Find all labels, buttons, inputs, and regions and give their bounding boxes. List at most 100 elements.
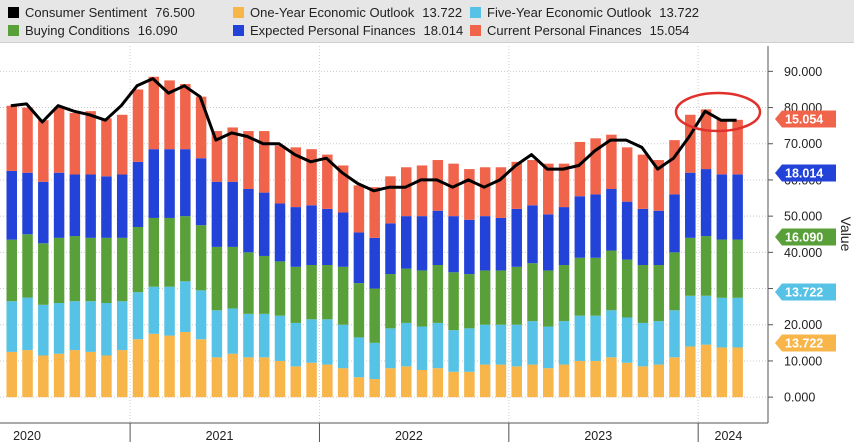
bar-segment bbox=[511, 161, 522, 209]
bar-segment bbox=[637, 322, 649, 367]
bar-segment bbox=[558, 364, 570, 398]
bar-segment bbox=[180, 216, 191, 282]
bar-segment bbox=[621, 147, 633, 202]
bar-segment bbox=[606, 357, 617, 398]
y-tick-label: 10.000 bbox=[784, 354, 822, 368]
bar-segment bbox=[495, 217, 507, 271]
bar-segment bbox=[574, 141, 586, 197]
bar-segment bbox=[606, 188, 617, 251]
bar-segment bbox=[716, 347, 728, 398]
legend-label: One-Year Economic Outlook bbox=[250, 4, 415, 20]
bar-segment bbox=[416, 165, 428, 217]
legend-swatch bbox=[470, 6, 481, 18]
bar-segment bbox=[401, 216, 412, 269]
bar-segment bbox=[180, 331, 191, 398]
bar-segment bbox=[322, 208, 333, 266]
bar-segment bbox=[148, 149, 160, 218]
bar-segment bbox=[464, 274, 475, 329]
bar-segment bbox=[211, 181, 223, 247]
bar-segment bbox=[290, 322, 302, 367]
y-tick-label: 0.000 bbox=[784, 391, 815, 405]
bar-segment bbox=[479, 216, 491, 271]
bar-segment bbox=[401, 167, 412, 217]
bar-segment bbox=[527, 364, 538, 398]
legend-swatch bbox=[8, 6, 19, 18]
bar-segment bbox=[211, 357, 223, 398]
bar-segment bbox=[101, 303, 112, 356]
bar-segment bbox=[306, 265, 317, 320]
bar-segment bbox=[369, 342, 380, 380]
bar-segment bbox=[195, 158, 207, 226]
legend-swatch bbox=[233, 24, 244, 36]
bar-segment bbox=[401, 268, 412, 323]
bar-segment bbox=[558, 321, 570, 365]
bar-segment bbox=[101, 237, 112, 304]
bar-segment bbox=[306, 362, 317, 398]
bar-segment bbox=[337, 165, 349, 213]
bar-segment bbox=[290, 366, 302, 398]
bar-segment bbox=[511, 208, 522, 267]
bar-segment bbox=[732, 297, 743, 348]
bar-segment bbox=[258, 255, 270, 314]
y-tick-label: 50.000 bbox=[784, 210, 822, 224]
bar-segment bbox=[101, 176, 112, 238]
bar-segment bbox=[401, 366, 412, 398]
bar-segment bbox=[669, 194, 680, 253]
bar-segment bbox=[353, 337, 365, 378]
bar-segment bbox=[274, 145, 286, 204]
bar-segment bbox=[574, 315, 586, 361]
bar-segment bbox=[527, 160, 538, 206]
legend-item: One-Year Economic Outlook 13.722 bbox=[233, 3, 462, 21]
legend-label: Consumer Sentiment bbox=[25, 4, 148, 20]
bar-segment bbox=[432, 160, 444, 211]
legend-value: 76.500 bbox=[155, 4, 195, 20]
bar-segment bbox=[590, 360, 601, 398]
bar-segment bbox=[448, 216, 459, 273]
bar-segment bbox=[322, 265, 333, 320]
bar-segment bbox=[401, 322, 412, 367]
bar-segment bbox=[243, 313, 254, 358]
bar-segment bbox=[290, 147, 302, 208]
bar-segment bbox=[227, 246, 238, 309]
bar-segment bbox=[621, 317, 633, 363]
legend-swatch bbox=[8, 24, 19, 36]
bar-segment bbox=[590, 257, 601, 316]
bar-segment bbox=[116, 301, 128, 351]
bar-segment bbox=[479, 364, 491, 398]
bar-segment bbox=[227, 127, 238, 182]
legend-swatch bbox=[470, 24, 481, 36]
value-tag bbox=[775, 110, 836, 128]
bar-segment bbox=[732, 174, 743, 240]
bar-segment bbox=[606, 134, 617, 189]
bar-segment bbox=[653, 265, 664, 322]
value-tag bbox=[775, 334, 836, 352]
bar-segment bbox=[337, 368, 349, 398]
bar-segment bbox=[132, 292, 144, 340]
bar-segment bbox=[258, 357, 270, 398]
bar-segment bbox=[543, 326, 554, 369]
bar-segment bbox=[685, 172, 696, 238]
bar-segment bbox=[132, 89, 144, 162]
legend-item: Five-Year Economic Outlook 13.722 bbox=[470, 3, 699, 21]
bar-segment bbox=[116, 350, 128, 398]
bar-segment bbox=[53, 353, 65, 398]
annotation-ellipse bbox=[674, 91, 762, 133]
bar-segment bbox=[38, 120, 49, 182]
bar-segment bbox=[132, 339, 144, 398]
bar-segment bbox=[495, 167, 507, 218]
bar-segment bbox=[621, 259, 633, 318]
bar-segment bbox=[653, 160, 664, 211]
bar-segment bbox=[227, 308, 238, 354]
bar-segment bbox=[416, 216, 428, 271]
legend-item: Consumer Sentiment 76.500 bbox=[8, 3, 195, 21]
bar-segment bbox=[637, 208, 649, 266]
bar-segment bbox=[606, 310, 617, 358]
bar-segment bbox=[38, 243, 49, 305]
bar-segment bbox=[558, 163, 570, 208]
bar-segment bbox=[511, 266, 522, 325]
y-tick-label: 90.000 bbox=[784, 65, 822, 79]
bar-segment bbox=[116, 174, 128, 238]
bar-segment bbox=[6, 301, 17, 352]
bar-segment bbox=[621, 201, 633, 260]
